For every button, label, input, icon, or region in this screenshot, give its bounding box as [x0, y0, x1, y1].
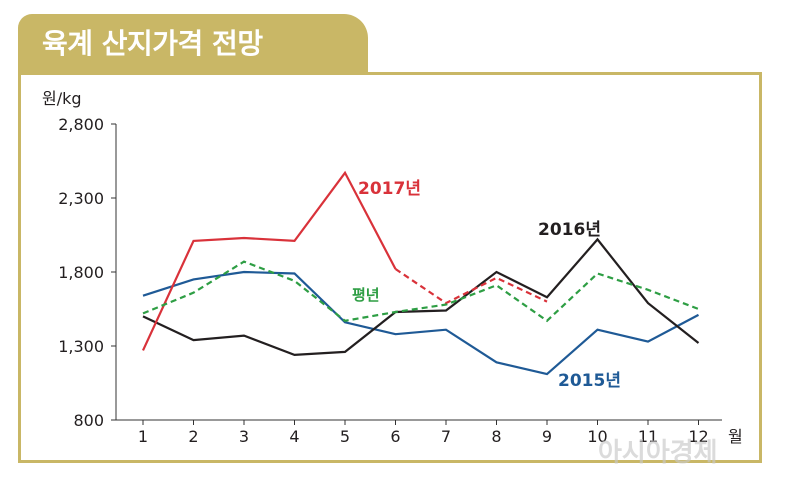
series-line-1 — [143, 239, 699, 355]
x-tick-label: 7 — [441, 427, 451, 446]
x-tick-label: 3 — [239, 427, 249, 446]
y-tick-label: 1,800 — [58, 263, 104, 282]
series-line-2 — [143, 173, 396, 351]
series-label: 평년 — [352, 286, 380, 304]
y-axis-label: 원/kg — [42, 89, 82, 108]
x-tick-label: 1 — [138, 427, 148, 446]
x-axis-label: 월 — [728, 427, 743, 446]
series-label: 2017년 — [358, 179, 421, 199]
x-tick-label: 9 — [542, 427, 552, 446]
series-label: 2016년 — [538, 220, 601, 240]
y-tick-label: 2,300 — [58, 189, 104, 208]
y-tick-label: 800 — [73, 411, 104, 430]
x-tick-label: 8 — [491, 427, 501, 446]
x-tick-label: 5 — [340, 427, 350, 446]
x-tick-label: 2 — [188, 427, 198, 446]
x-tick-label: 4 — [289, 427, 299, 446]
y-tick-label: 2,800 — [58, 115, 104, 134]
y-tick-label: 1,300 — [58, 337, 104, 356]
watermark: 아시아경제 — [598, 432, 718, 469]
x-tick-label: 6 — [390, 427, 400, 446]
series-label: 2015년 — [558, 371, 621, 391]
